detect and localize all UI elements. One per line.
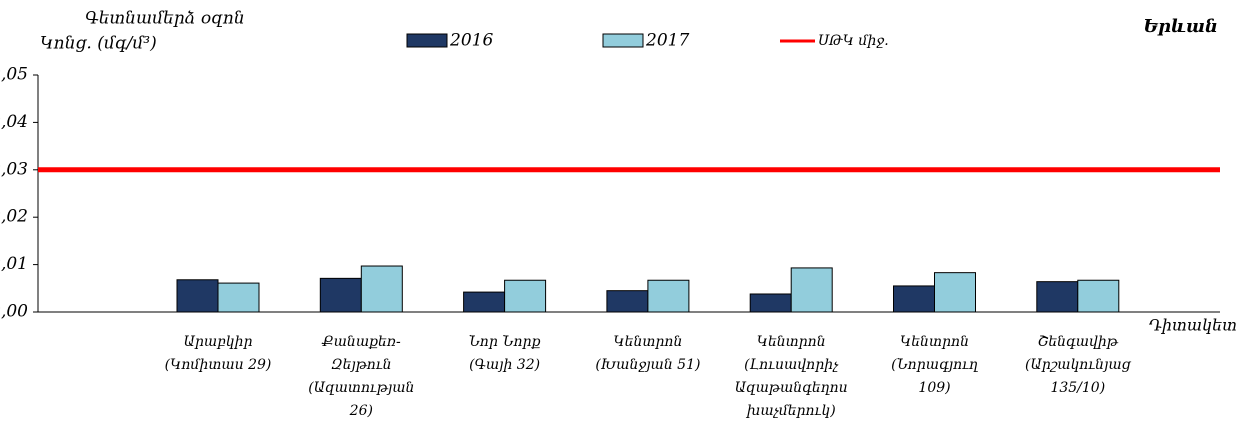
x-tick-label: (Արշակունյաց (1025, 357, 1132, 373)
x-tick-label: Կենտրոն (757, 334, 826, 350)
bar (749, 293, 792, 313)
bar (463, 291, 506, 313)
x-tick-label: 26) (349, 403, 373, 419)
x-tick-label: Արաբկիր (184, 334, 253, 350)
x-tick-label: խաչմերուկ) (746, 403, 836, 419)
x-tick-label: Կենտրոն (900, 334, 969, 350)
chart-title: Գետնամերձ օզոն (85, 9, 245, 29)
bar (1077, 279, 1120, 313)
x-tick-label: Կենտրոն (613, 334, 682, 350)
bar (176, 279, 219, 313)
x-axis-label: Դիտակետ (1149, 316, 1237, 335)
bar (606, 290, 649, 313)
y-tick-label: 0,01 (0, 254, 28, 274)
legend-label: ՍԹԿ միջ. (818, 33, 889, 49)
legend-label: 2017 (645, 31, 689, 51)
y-tick-label: 0,03 (0, 159, 28, 179)
x-tick-label: Զեյթուն (331, 357, 392, 373)
location: Երևան (1143, 16, 1218, 37)
y-tick-label: 0,02 (0, 207, 28, 227)
x-tick-label: (Նորագյուղ (891, 357, 978, 373)
bar (360, 265, 403, 313)
bar (1036, 281, 1079, 313)
x-tick-label: (Խանջյան 51) (595, 357, 700, 373)
bar (934, 272, 976, 313)
x-tick-label: (Ազատության (308, 380, 414, 396)
y-tick-label: 0,04 (0, 112, 28, 132)
bar (647, 279, 690, 313)
bar (790, 267, 833, 313)
x-tick-label: 109) (918, 380, 950, 396)
x-tick-label: (Լուսավորիչ (744, 357, 839, 373)
bar (504, 279, 547, 313)
legend-label: 2016 (449, 31, 493, 51)
x-tick-label: Քանաքեռ- (321, 334, 401, 350)
y-tick-label: 0,00 (0, 302, 28, 322)
x-tick-label: (Կոմիտաս 29) (165, 357, 272, 373)
bar (319, 277, 362, 313)
bar (217, 282, 260, 313)
bar (893, 285, 935, 313)
x-tick-label: Նոր Նորք (469, 334, 541, 350)
x-tick-label: (Գայի 32) (469, 357, 540, 373)
x-tick-label: 135/10) (1050, 380, 1105, 396)
legend-swatch (406, 33, 448, 48)
x-tick-label: Շենգավիթ (1038, 334, 1119, 350)
chart-title: Կոնց. (մգ/մ³) (40, 34, 157, 54)
x-tick-label: Ազաթանգեղոս (735, 380, 848, 396)
y-tick-label: 0,05 (0, 65, 28, 85)
legend-swatch (602, 33, 644, 48)
